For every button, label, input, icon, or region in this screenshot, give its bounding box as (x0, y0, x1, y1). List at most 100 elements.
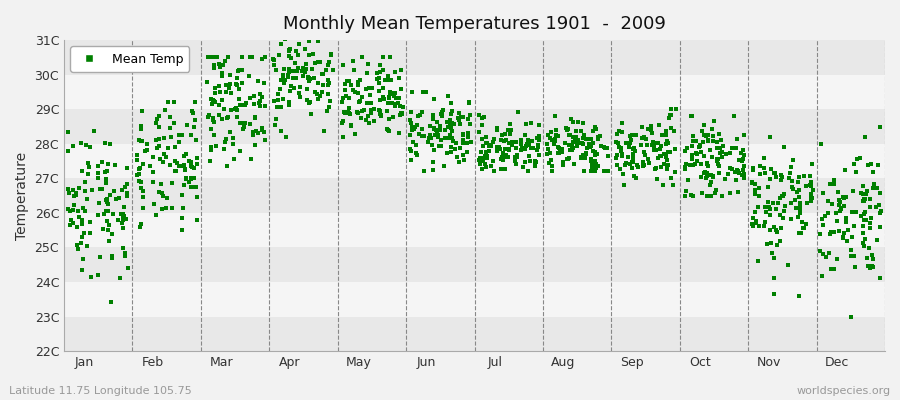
Point (593, 133, 608, 139)
Point (628, 132, 643, 138)
Point (322, 80, 337, 86)
Point (316, 82, 330, 88)
Point (752, 258, 766, 265)
Point (80, 243, 94, 250)
Point (516, 164, 530, 170)
Point (777, 191, 791, 197)
Point (202, 158, 217, 164)
Point (138, 148, 152, 154)
Point (827, 181, 842, 187)
Point (415, 126, 429, 132)
Point (714, 144, 728, 151)
Point (694, 149, 708, 155)
Point (577, 153, 591, 159)
Point (709, 156, 724, 162)
Point (815, 251, 830, 258)
Point (381, 77, 395, 83)
Point (159, 204, 174, 211)
Point (388, 100, 402, 107)
Point (166, 120, 181, 126)
Point (762, 206, 777, 212)
Point (140, 147, 155, 153)
Point (654, 132, 669, 138)
Point (527, 161, 542, 168)
Point (639, 136, 653, 142)
Point (621, 154, 635, 160)
Point (824, 181, 838, 187)
Point (130, 152, 144, 158)
Point (313, 59, 328, 65)
Point (625, 132, 639, 139)
Point (777, 215, 791, 222)
Point (219, 89, 233, 95)
Point (527, 158, 542, 164)
Point (774, 172, 788, 178)
Point (591, 162, 606, 169)
Point (792, 230, 806, 236)
Point (612, 127, 626, 134)
Point (566, 134, 580, 140)
Point (638, 152, 652, 158)
Point (430, 131, 445, 138)
Point (231, 96, 246, 102)
Point (564, 146, 579, 153)
Point (342, 110, 356, 116)
Point (844, 247, 859, 254)
Point (560, 127, 574, 134)
Point (688, 138, 703, 144)
Point (490, 144, 504, 150)
Point (835, 194, 850, 200)
Point (234, 102, 248, 108)
Point (367, 118, 382, 124)
Point (376, 94, 391, 100)
Point (179, 151, 194, 158)
Point (292, 28, 306, 35)
Point (118, 253, 132, 260)
Point (135, 138, 149, 144)
Point (835, 234, 850, 241)
Point (284, 88, 298, 94)
Point (286, 85, 301, 91)
Point (745, 166, 760, 173)
Point (187, 164, 202, 171)
Point (292, 90, 307, 96)
Point (295, 68, 310, 74)
Point (763, 226, 778, 233)
Point (234, 66, 248, 73)
Point (444, 100, 458, 106)
Point (644, 127, 658, 133)
Point (482, 148, 496, 154)
Point (856, 240, 870, 246)
Point (541, 146, 555, 152)
Point (72, 214, 86, 221)
Point (836, 202, 850, 209)
Point (157, 151, 171, 158)
Point (69, 190, 84, 196)
Point (306, 75, 320, 82)
Point (308, 60, 322, 66)
Point (860, 188, 874, 194)
Point (531, 152, 545, 158)
Point (729, 144, 743, 151)
Point (837, 194, 851, 201)
Point (105, 231, 120, 238)
Point (243, 54, 257, 60)
Point (300, 86, 314, 92)
Point (66, 143, 80, 150)
Point (710, 158, 724, 164)
Point (584, 136, 598, 142)
Point (799, 220, 814, 227)
Point (526, 145, 540, 151)
Point (864, 215, 878, 222)
Point (188, 184, 202, 190)
Point (62, 190, 77, 196)
Point (405, 126, 419, 133)
Point (584, 162, 598, 168)
Point (859, 217, 873, 223)
Legend: Mean Temp: Mean Temp (70, 46, 189, 72)
Point (479, 134, 493, 140)
Point (209, 54, 223, 60)
Point (463, 111, 477, 118)
Point (252, 98, 266, 104)
Point (283, 69, 297, 76)
